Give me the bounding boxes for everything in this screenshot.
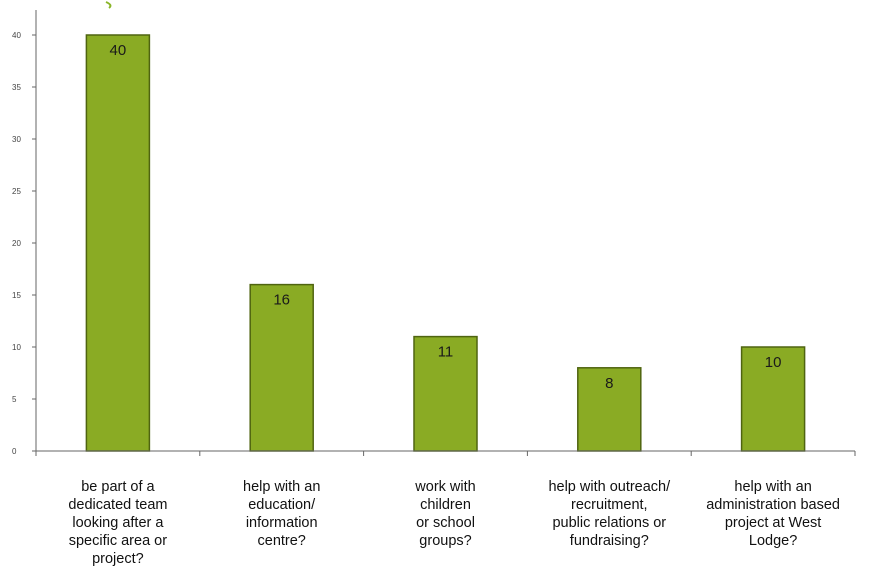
bar-data-label: 8 xyxy=(605,375,613,392)
y-tick-label: 30 xyxy=(12,135,21,144)
bar-data-label: 11 xyxy=(438,344,454,361)
x-category-label-line: administration based xyxy=(706,497,840,513)
title-fragment-mark xyxy=(105,1,112,9)
y-tick-label: 10 xyxy=(12,343,21,352)
bar xyxy=(413,335,478,452)
y-axis-ticks: 0 5 10 15 20 25 30 35 40 xyxy=(12,31,36,456)
x-category-label-line: centre? xyxy=(258,533,306,549)
bar xyxy=(85,34,151,452)
x-category-label: work with children or school groups? xyxy=(414,479,475,549)
x-category-label-line: help with an xyxy=(734,479,811,495)
x-category-label-line: children xyxy=(420,497,471,513)
x-category-label-line: help with an xyxy=(243,479,320,495)
bars xyxy=(85,34,806,452)
x-category-label-line: Lodge? xyxy=(749,533,797,549)
x-category-label-line: dedicated team xyxy=(68,497,167,513)
y-tick-label: 5 xyxy=(12,395,17,404)
axes xyxy=(35,10,856,456)
data-labels: 40 16 11 8 10 xyxy=(110,42,782,392)
x-category-label-line: looking after a xyxy=(72,515,164,531)
category-labels: be part of a dedicated team looking after … xyxy=(68,479,840,567)
bar-data-label: 10 xyxy=(765,354,782,371)
x-category-label-line: education/ xyxy=(248,497,316,513)
y-tick-label: 35 xyxy=(12,83,21,92)
x-category-label: be part of a dedicated team looking after … xyxy=(68,479,167,567)
x-category-label-line: be part of a xyxy=(81,479,155,495)
x-category-label-line: project? xyxy=(92,551,144,567)
x-category-label: help with an administration based project … xyxy=(706,479,840,549)
bar-data-label: 40 xyxy=(110,42,127,59)
y-tick-label: 40 xyxy=(12,31,21,40)
x-category-label-line: or school xyxy=(416,515,475,531)
x-category-label: help with an education/information centre? xyxy=(243,479,320,549)
x-category-label: help with outreach/recruitment, public re… xyxy=(548,479,671,549)
x-category-label-line: public relations or xyxy=(552,515,666,531)
x-category-label-line: project at West xyxy=(725,515,821,531)
x-category-label-line: groups? xyxy=(419,533,471,549)
x-category-label-line: recruitment, xyxy=(571,497,648,513)
bar xyxy=(249,283,314,452)
x-category-label-line: fundraising? xyxy=(570,533,649,549)
x-category-label-line: help with outreach/ xyxy=(548,479,671,495)
bar-data-label: 16 xyxy=(273,292,290,309)
x-category-label-line: information xyxy=(246,515,318,531)
x-category-label-line: specific area or xyxy=(69,533,167,549)
y-tick-label: 20 xyxy=(12,239,21,248)
y-tick-label: 0 xyxy=(12,447,17,456)
y-tick-label: 25 xyxy=(12,187,21,196)
y-tick-label: 15 xyxy=(12,291,21,300)
x-category-label-line: work with xyxy=(414,479,475,495)
